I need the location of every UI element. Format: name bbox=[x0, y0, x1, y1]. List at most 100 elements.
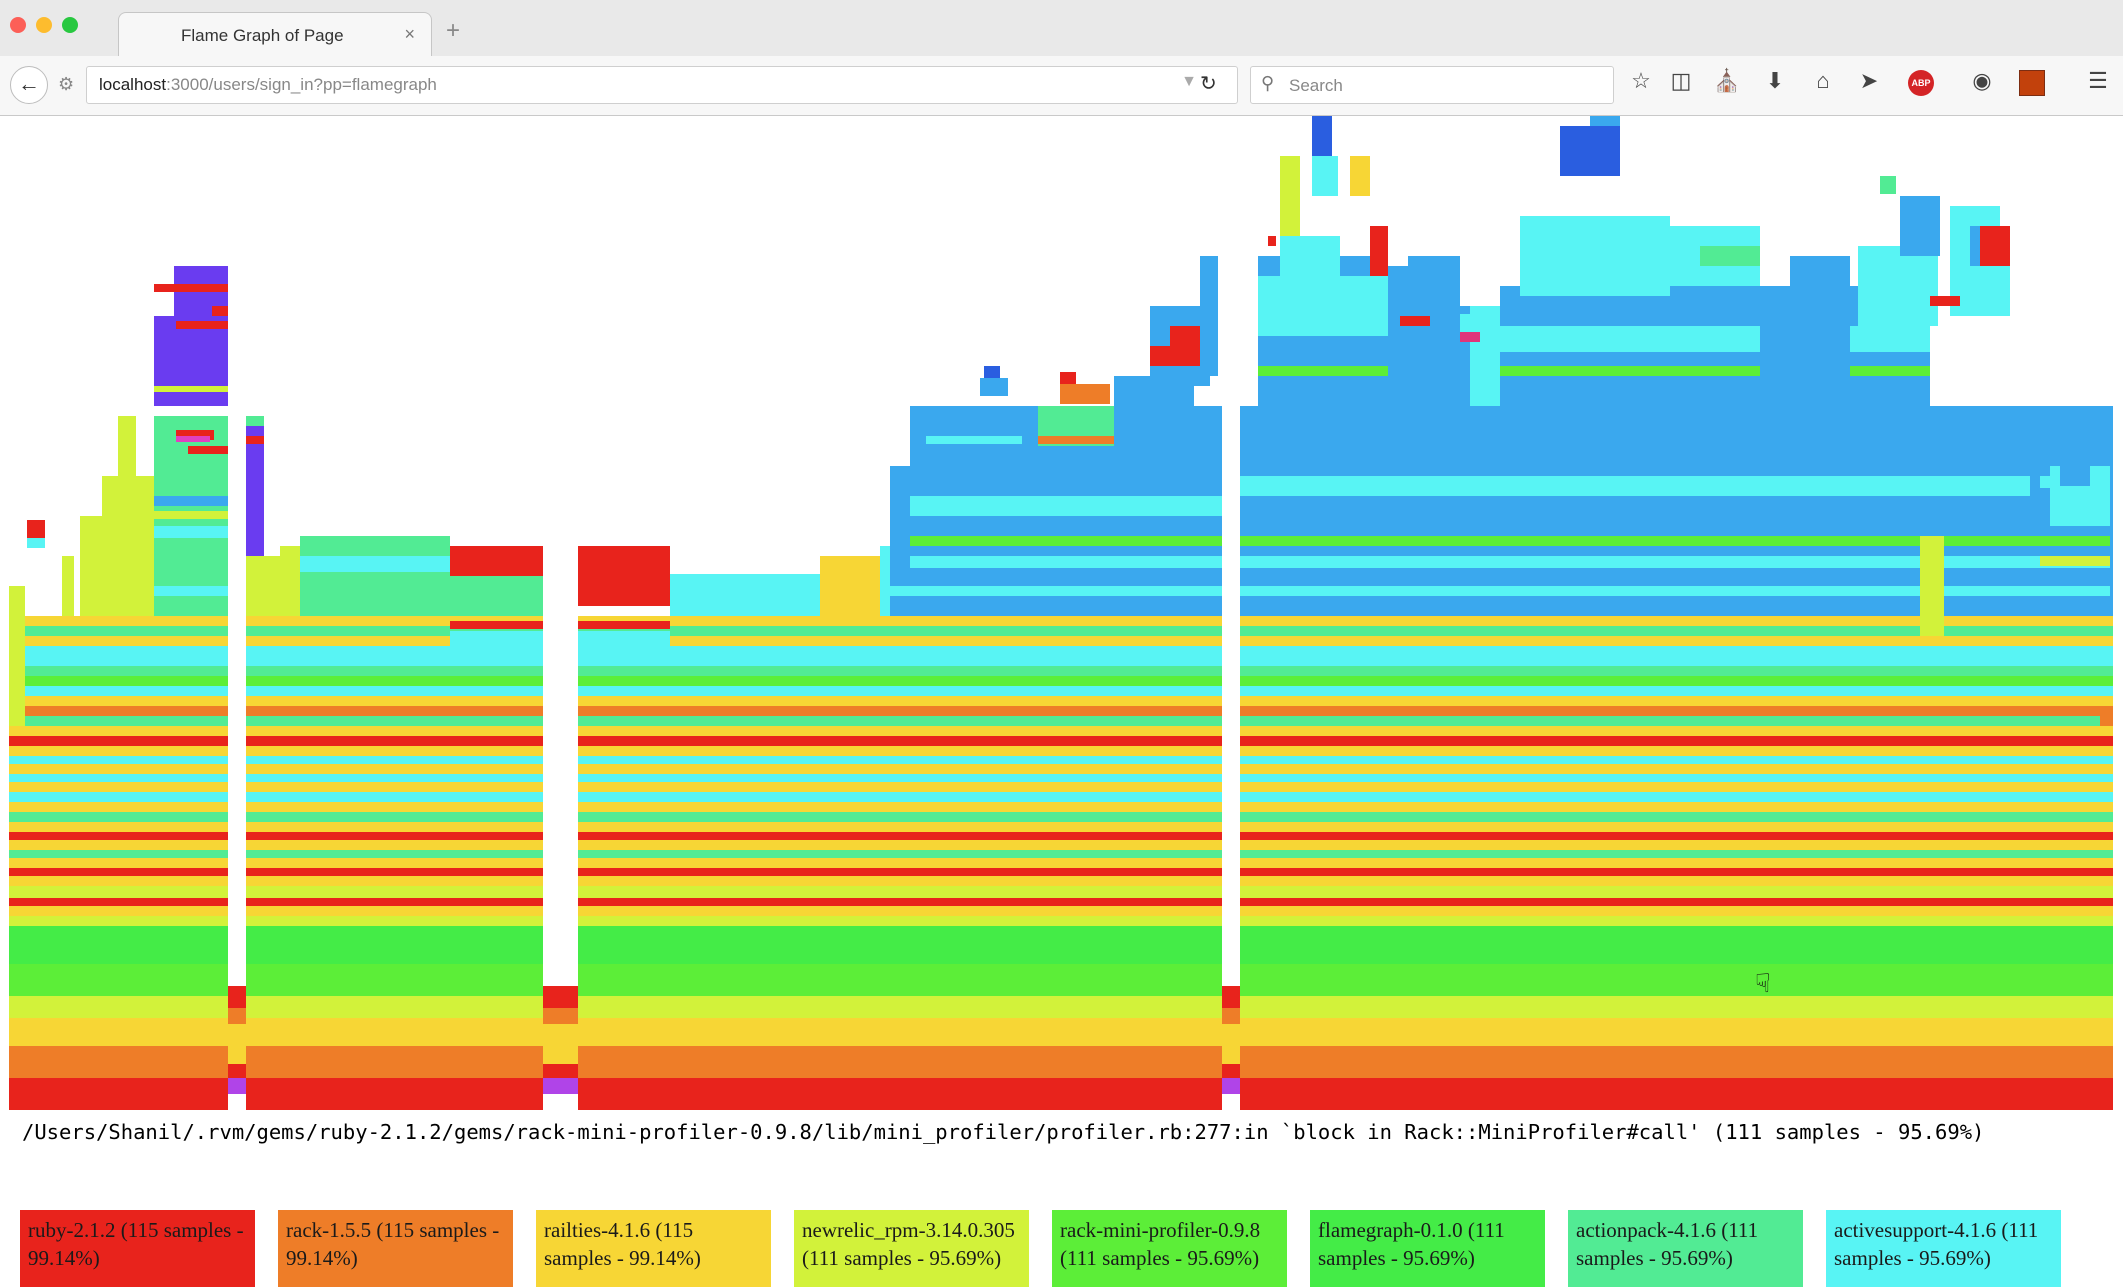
flame-frame[interactable] bbox=[228, 1008, 246, 1024]
flame-frame[interactable] bbox=[9, 868, 228, 876]
flame-frame[interactable] bbox=[246, 802, 543, 812]
back-icon[interactable]: ← bbox=[10, 66, 48, 104]
flame-frame[interactable] bbox=[246, 840, 543, 850]
star-icon[interactable]: ☆ bbox=[1631, 68, 1651, 93]
flame-frame[interactable] bbox=[578, 764, 1222, 774]
flame-frame[interactable] bbox=[984, 366, 1000, 378]
flame-frame[interactable] bbox=[9, 792, 228, 802]
flame-frame[interactable] bbox=[578, 756, 1222, 764]
flame-frame[interactable] bbox=[1240, 996, 2113, 1018]
flame-frame[interactable] bbox=[9, 782, 228, 792]
legend-item[interactable]: ruby-2.1.2 (115 samples - 99.14%) bbox=[20, 1210, 255, 1287]
flame-frame[interactable] bbox=[1240, 676, 2113, 686]
flame-frame[interactable] bbox=[450, 574, 543, 616]
flame-frame[interactable] bbox=[1790, 256, 1850, 406]
flame-frame[interactable] bbox=[543, 1024, 578, 1064]
flame-frame[interactable] bbox=[9, 696, 228, 706]
flame-frame[interactable] bbox=[1240, 812, 2113, 822]
flame-frame[interactable] bbox=[1240, 696, 2113, 706]
flame-frame[interactable] bbox=[9, 858, 228, 868]
flame-frame[interactable] bbox=[1240, 916, 2113, 926]
flame-frame[interactable] bbox=[1240, 666, 2113, 676]
flame-frame[interactable] bbox=[246, 876, 543, 886]
flame-frame[interactable] bbox=[578, 676, 1222, 686]
flame-frame[interactable] bbox=[246, 556, 300, 616]
flame-frame[interactable] bbox=[246, 782, 543, 792]
flame-frame[interactable] bbox=[1700, 246, 1760, 266]
tab-close-icon[interactable]: × bbox=[404, 24, 415, 44]
flame-frame[interactable] bbox=[578, 616, 1222, 626]
url-dropdown-icon[interactable]: ▼ bbox=[1181, 73, 1197, 90]
flame-frame[interactable] bbox=[578, 1018, 1222, 1046]
flame-frame[interactable] bbox=[246, 716, 543, 726]
flame-frame[interactable] bbox=[9, 1018, 228, 1046]
flame-frame[interactable] bbox=[9, 726, 228, 736]
flame-frame[interactable] bbox=[246, 1018, 543, 1046]
flame-frame[interactable] bbox=[9, 626, 228, 636]
flame-frame[interactable] bbox=[578, 706, 1222, 716]
flame-frame[interactable] bbox=[300, 536, 450, 616]
flame-frame[interactable] bbox=[9, 886, 228, 898]
flame-frame[interactable] bbox=[1900, 196, 1940, 256]
flame-frame[interactable] bbox=[578, 898, 1222, 906]
flame-frame[interactable] bbox=[578, 802, 1222, 812]
flame-frame[interactable] bbox=[246, 898, 543, 906]
zoom-window-button[interactable] bbox=[62, 17, 78, 33]
flame-frame[interactable] bbox=[1240, 1078, 2113, 1110]
flame-frame[interactable] bbox=[1470, 306, 1500, 406]
flame-frame[interactable] bbox=[1240, 626, 2113, 636]
flame-frame[interactable] bbox=[9, 756, 228, 764]
flame-frame[interactable] bbox=[1240, 886, 2113, 898]
flame-frame[interactable] bbox=[246, 868, 543, 876]
flame-frame[interactable] bbox=[450, 631, 543, 653]
flame-frame[interactable] bbox=[102, 476, 118, 616]
flame-frame[interactable] bbox=[27, 538, 45, 548]
flame-frame[interactable] bbox=[9, 736, 228, 746]
flame-frame[interactable] bbox=[1240, 736, 2113, 746]
flame-frame[interactable] bbox=[154, 398, 228, 404]
flame-frame[interactable] bbox=[1222, 986, 1240, 1008]
flame-frame[interactable] bbox=[1222, 1078, 1240, 1094]
flame-frame[interactable] bbox=[9, 822, 228, 832]
flame-frame[interactable] bbox=[9, 616, 228, 626]
flame-frame[interactable] bbox=[154, 386, 228, 392]
flame-frame[interactable] bbox=[578, 822, 1222, 832]
browser-tab[interactable]: Flame Graph of Page × bbox=[118, 12, 432, 56]
flame-frame[interactable] bbox=[1240, 586, 2110, 596]
flame-frame[interactable] bbox=[1240, 774, 2113, 782]
flame-frame[interactable] bbox=[1240, 756, 2113, 764]
flame-frame[interactable] bbox=[1240, 876, 2113, 886]
flame-frame[interactable] bbox=[228, 1024, 246, 1064]
flame-frame[interactable] bbox=[578, 626, 1222, 636]
flame-frame[interactable] bbox=[246, 686, 543, 696]
flame-frame[interactable] bbox=[910, 496, 1222, 516]
flame-frame[interactable] bbox=[1280, 236, 1340, 276]
flame-frame[interactable] bbox=[1312, 156, 1338, 196]
url-bar[interactable]: localhost:3000/users/sign_in?pp=flamegra… bbox=[86, 66, 1238, 104]
flame-frame[interactable] bbox=[1038, 436, 1114, 444]
reload-icon[interactable]: ↻ bbox=[1200, 73, 1217, 95]
flame-frame[interactable] bbox=[1240, 822, 2113, 832]
flame-frame[interactable] bbox=[188, 446, 228, 454]
legend-item[interactable]: activesupport-4.1.6 (111 samples - 95.69… bbox=[1826, 1210, 2061, 1287]
flame-frame[interactable] bbox=[246, 774, 543, 782]
flame-frame[interactable] bbox=[2060, 466, 2090, 486]
flame-frame[interactable] bbox=[9, 1078, 228, 1110]
flame-frame[interactable] bbox=[1240, 964, 2113, 996]
flame-frame[interactable] bbox=[154, 586, 228, 596]
flame-frame[interactable] bbox=[1400, 316, 1430, 326]
flame-frame[interactable] bbox=[246, 926, 543, 944]
flame-frame[interactable] bbox=[9, 1046, 228, 1058]
flame-frame[interactable] bbox=[578, 926, 1222, 944]
legend-item[interactable]: newrelic_rpm-3.14.0.305 (111 samples - 9… bbox=[794, 1210, 1029, 1287]
site-info-icon[interactable]: ⚙ bbox=[58, 74, 75, 94]
flame-frame[interactable] bbox=[80, 516, 102, 616]
flame-frame[interactable] bbox=[246, 792, 543, 802]
flame-frame[interactable] bbox=[246, 812, 543, 822]
flame-frame[interactable] bbox=[1222, 1024, 1240, 1064]
close-window-button[interactable] bbox=[10, 17, 26, 33]
flame-frame[interactable] bbox=[176, 321, 228, 329]
flame-frame[interactable] bbox=[1240, 802, 2113, 812]
flame-frame[interactable] bbox=[1350, 156, 1370, 196]
flame-frame[interactable] bbox=[246, 636, 543, 646]
